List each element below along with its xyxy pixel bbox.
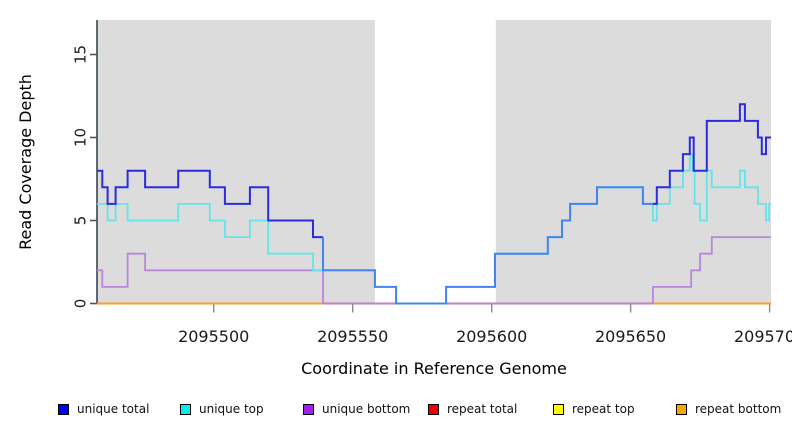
- legend-swatch-icon: [58, 403, 69, 415]
- y-axis-title: Read Coverage Depth: [16, 74, 35, 250]
- legend-item-unique-bottom: unique bottom: [303, 398, 410, 420]
- legend-swatch-icon: [553, 403, 564, 415]
- shaded-repeat-regions: [97, 20, 771, 305]
- legend-swatch-icon: [303, 403, 314, 415]
- y-tick-label: 5: [71, 216, 89, 226]
- legend-label: unique total: [77, 402, 150, 416]
- legend-item-repeat-bottom: repeat bottom: [676, 398, 781, 420]
- x-tick-label: 2095500: [178, 327, 249, 346]
- x-tick-label: 2095600: [456, 327, 527, 346]
- x-tick-label: 2095700: [734, 327, 792, 346]
- legend-label: repeat top: [572, 402, 635, 416]
- legend-label: repeat total: [447, 402, 518, 416]
- coverage-series: [97, 103, 771, 305]
- series-unique-total-right-distinct-from-unique-top-: [652, 103, 771, 205]
- legend-swatch-icon: [180, 403, 191, 415]
- legend-item-repeat-top: repeat top: [553, 398, 635, 420]
- series-unique-total-left-distinct-from-unique-top-: [97, 169, 323, 239]
- legend-swatch-icon: [676, 403, 687, 415]
- legend-label: repeat bottom: [695, 402, 782, 416]
- series-unique-bottom: [97, 236, 771, 305]
- legend-swatch-icon: [428, 403, 439, 415]
- y-tick-label: 0: [71, 299, 89, 309]
- y-tick-label: 15: [71, 45, 89, 64]
- legend: unique total unique top unique bottom repea…: [0, 398, 792, 424]
- read-coverage-chart: 0 5 10 15 2095500 2095550 2095600 2095650 209570…: [16, 20, 792, 378]
- legend-item-unique-total: unique total: [58, 398, 149, 420]
- legend-label: unique top: [199, 402, 264, 416]
- axes: 0 5 10 15 2095500 2095550 2095600 2095650 209570…: [71, 20, 792, 346]
- y-tick-label: 10: [71, 128, 89, 147]
- repeat-region-shade-1: [495, 20, 771, 305]
- legend-label: unique bottom: [322, 402, 411, 416]
- x-tick-label: 2095650: [595, 327, 666, 346]
- plot-canvas: 0 5 10 15 2095500 2095550 2095600 2095650 209570…: [16, 20, 792, 378]
- legend-item-unique-top: unique top: [180, 398, 264, 420]
- legend-item-repeat-total: repeat total: [428, 398, 517, 420]
- x-axis-title: Coordinate in Reference Genome: [301, 359, 567, 378]
- series-unique-total-middle-coincides-with-unique-top-: [322, 186, 653, 305]
- x-tick-label: 2095550: [317, 327, 388, 346]
- repeat-region-shade-0: [97, 20, 375, 305]
